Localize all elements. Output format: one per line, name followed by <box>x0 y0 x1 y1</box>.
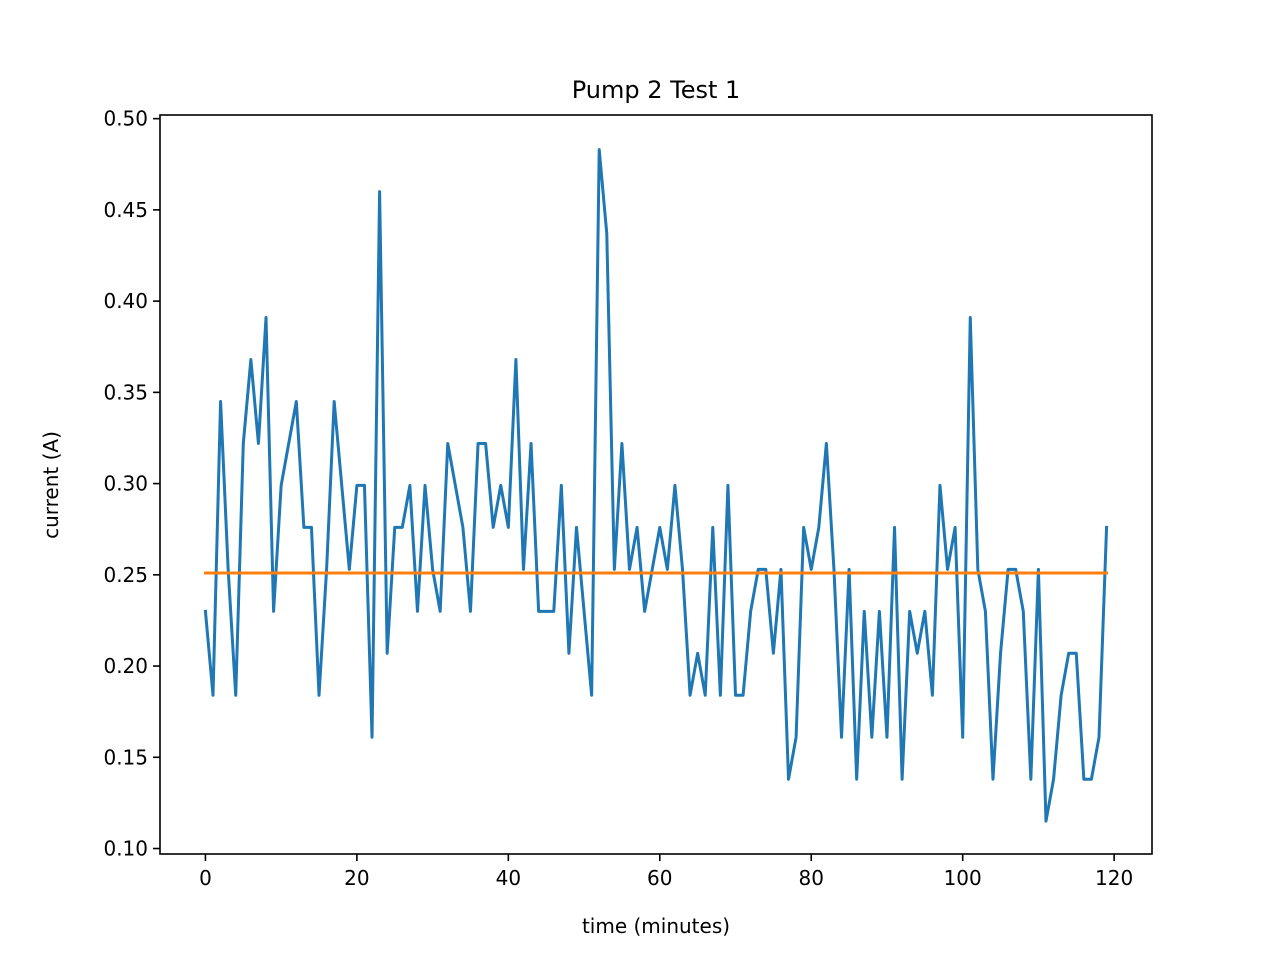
y-tick-label: 0.35 <box>103 380 148 404</box>
y-tick-label: 0.20 <box>103 654 148 678</box>
y-tick-label: 0.15 <box>103 745 148 769</box>
y-tick-label: 0.25 <box>103 563 148 587</box>
y-tick-label: 0.40 <box>103 289 148 313</box>
y-tick-label: 0.10 <box>103 837 148 861</box>
x-tick-label: 20 <box>344 866 369 890</box>
x-tick-label: 40 <box>496 866 521 890</box>
x-tick-label: 100 <box>944 866 982 890</box>
plot-frame <box>159 114 1153 855</box>
x-tick-label: 60 <box>647 866 672 890</box>
y-tick-label: 0.45 <box>103 198 148 222</box>
series-line-1 <box>203 148 1109 823</box>
y-tick-label: 0.50 <box>103 107 148 131</box>
y-axis-label: current (A) <box>39 431 63 539</box>
series-layer <box>203 148 1109 823</box>
x-axis-label: time (minutes) <box>582 914 730 938</box>
x-tick-label: 80 <box>799 866 824 890</box>
x-tick-label: 0 <box>199 866 212 890</box>
y-axis: 0.10 0.15 0.20 0.25 0.30 0.35 0.40 0.45 0.50 <box>103 107 160 861</box>
y-tick-label: 0.30 <box>103 472 148 496</box>
x-tick-label: 120 <box>1095 866 1133 890</box>
chart-title: Pump 2 Test 1 <box>572 76 741 104</box>
x-axis: 0 20 40 60 80 100 120 <box>199 854 1133 890</box>
